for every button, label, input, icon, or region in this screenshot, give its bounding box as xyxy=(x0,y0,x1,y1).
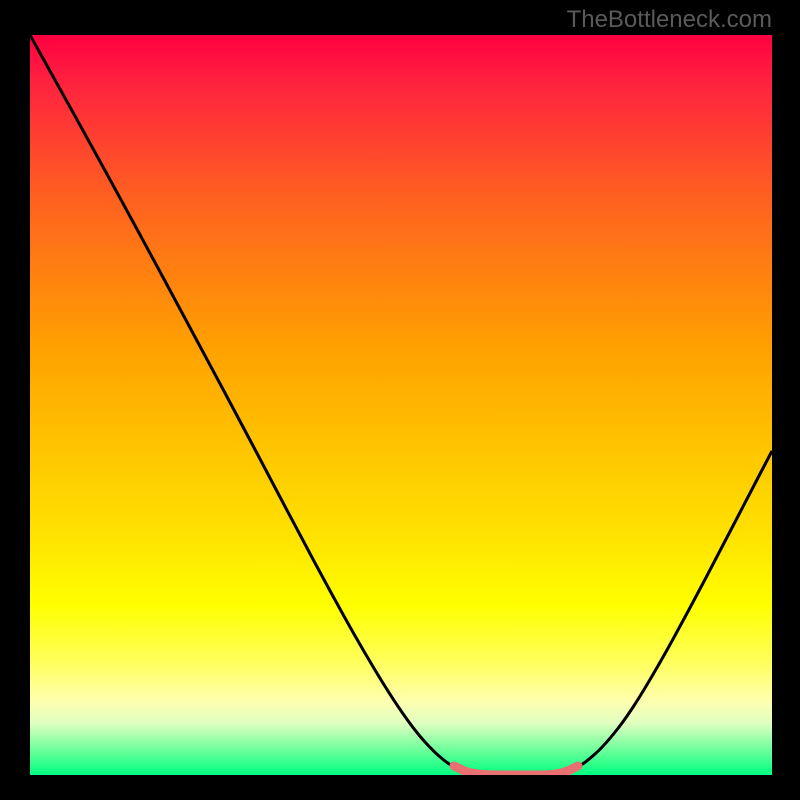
optimal-flat-segment xyxy=(454,766,578,775)
plot-area xyxy=(30,35,772,775)
curve-svg xyxy=(30,35,772,775)
bottleneck-curve xyxy=(30,35,772,775)
watermark-text: TheBottleneck.com xyxy=(567,6,772,34)
chart-root: { "chart": { "type": "line", "canvas": {… xyxy=(0,0,800,800)
